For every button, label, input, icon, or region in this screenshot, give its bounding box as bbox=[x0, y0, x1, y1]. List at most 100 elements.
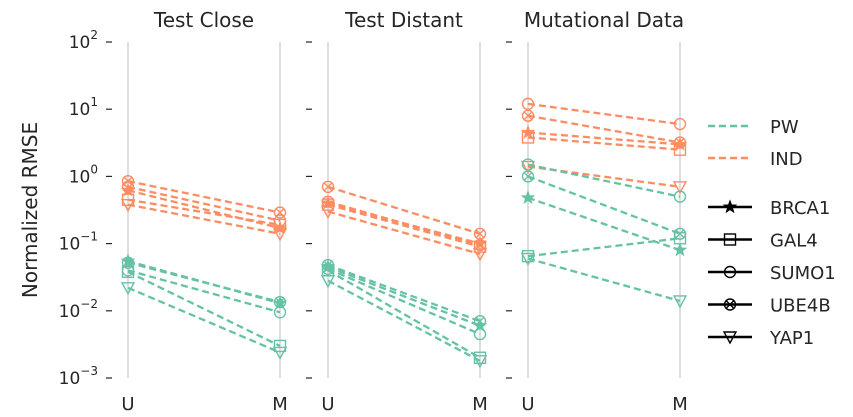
panel-2: Test Distant U M bbox=[306, 8, 488, 415]
data-point bbox=[473, 227, 487, 240]
series-line bbox=[327, 263, 481, 323]
legend-label: IND bbox=[770, 149, 803, 170]
series-ind-sumo1 bbox=[521, 97, 687, 131]
data-point bbox=[120, 198, 136, 213]
data-point bbox=[273, 295, 287, 309]
series-line bbox=[127, 286, 281, 354]
series-ind-gal4 bbox=[321, 198, 487, 253]
series-pw-ube4b bbox=[321, 258, 487, 328]
data-point bbox=[673, 190, 687, 203]
legend: PW IND BRCA1 GAL4 SUMO1 UBE4B YAP1 bbox=[708, 117, 836, 349]
series-pw-sumo1 bbox=[321, 262, 487, 341]
data-point bbox=[320, 205, 336, 219]
data-point bbox=[321, 258, 335, 272]
series-ind-ube4b bbox=[521, 109, 687, 149]
panel-title: Test Close bbox=[153, 8, 254, 32]
data-point bbox=[473, 327, 487, 341]
y-tick-label: 10−1 bbox=[59, 230, 98, 255]
series-line bbox=[527, 257, 681, 303]
series-ind-yap1 bbox=[120, 198, 288, 242]
panel-title: Test Distant bbox=[344, 8, 463, 32]
y-tick-label: 100 bbox=[69, 162, 98, 187]
data-point bbox=[521, 97, 535, 111]
data-point bbox=[672, 181, 688, 195]
x-tick-label: U bbox=[121, 394, 134, 415]
data-point bbox=[520, 190, 536, 205]
data-point bbox=[472, 248, 488, 262]
series-pw-yap1 bbox=[320, 275, 488, 369]
data-point bbox=[473, 315, 487, 328]
series-line bbox=[527, 175, 681, 235]
data-point bbox=[321, 180, 335, 194]
legend-label: SUMO1 bbox=[770, 263, 836, 284]
data-point bbox=[672, 295, 688, 309]
series-pw-sumo1 bbox=[521, 158, 687, 203]
x-tick-label: M bbox=[672, 394, 688, 415]
series-line bbox=[127, 261, 281, 304]
legend-marker bbox=[723, 298, 737, 311]
series-ind-gal4 bbox=[521, 131, 687, 156]
data-point bbox=[321, 198, 335, 211]
series-line bbox=[127, 270, 281, 347]
y-tick-label: 10−3 bbox=[59, 364, 98, 389]
series-ind-yap1 bbox=[320, 205, 488, 262]
data-point bbox=[520, 252, 536, 266]
x-tick-label: M bbox=[472, 394, 488, 415]
y-tick-label: 102 bbox=[69, 28, 98, 53]
legend-label: PW bbox=[770, 117, 799, 138]
panel-title: Mutational Data bbox=[524, 8, 684, 32]
data-point bbox=[673, 117, 687, 131]
data-point bbox=[121, 256, 135, 269]
series-line bbox=[527, 237, 681, 258]
data-point bbox=[273, 206, 287, 219]
data-point bbox=[272, 346, 288, 360]
data-point bbox=[521, 109, 535, 122]
legend-item-ind: IND bbox=[708, 149, 803, 170]
y-tick-label: 101 bbox=[69, 95, 98, 120]
series-ind-gal4 bbox=[121, 193, 287, 232]
data-point bbox=[320, 275, 336, 289]
x-tick-label: M bbox=[272, 394, 288, 415]
data-point bbox=[273, 339, 287, 353]
x-tick-label: U bbox=[321, 394, 334, 415]
data-point bbox=[272, 228, 288, 242]
series-line bbox=[527, 131, 681, 146]
legend-label: GAL4 bbox=[770, 231, 818, 252]
data-point bbox=[321, 262, 335, 276]
panel-3: Mutational Data U M bbox=[506, 8, 688, 415]
x-tick-label: U bbox=[521, 394, 534, 415]
series-line bbox=[127, 189, 281, 230]
legend-item-brca1: BRCA1 bbox=[708, 198, 830, 219]
series-line bbox=[327, 185, 481, 235]
data-point bbox=[273, 306, 287, 319]
legend-item-yap1: YAP1 bbox=[708, 328, 814, 349]
data-point bbox=[472, 355, 488, 369]
series-line bbox=[127, 185, 281, 222]
series-pw-ube4b bbox=[521, 170, 687, 240]
series-line bbox=[527, 163, 681, 198]
series-ind-ube4b bbox=[321, 180, 487, 240]
data-point bbox=[520, 160, 536, 175]
legend-item-pw: PW bbox=[708, 117, 799, 138]
legend-marker bbox=[723, 265, 737, 279]
series-line bbox=[527, 114, 681, 144]
legend-item-sumo1: SUMO1 bbox=[708, 263, 836, 284]
y-tick-label: 10−2 bbox=[59, 297, 98, 322]
series-pw-yap1 bbox=[120, 282, 288, 360]
legend-label: UBE4B bbox=[770, 296, 831, 317]
legend-marker bbox=[722, 199, 738, 214]
series-line bbox=[327, 200, 481, 247]
series-line bbox=[327, 210, 481, 256]
legend-label: BRCA1 bbox=[770, 198, 830, 219]
series-line bbox=[327, 279, 481, 362]
data-point bbox=[673, 232, 687, 245]
series-line bbox=[327, 269, 481, 359]
series-pw-ube4b bbox=[121, 256, 287, 309]
series-line bbox=[527, 136, 681, 151]
data-point bbox=[521, 170, 535, 183]
series-line bbox=[327, 203, 481, 248]
series-line bbox=[527, 102, 681, 126]
series-pw-brca1 bbox=[320, 259, 488, 332]
